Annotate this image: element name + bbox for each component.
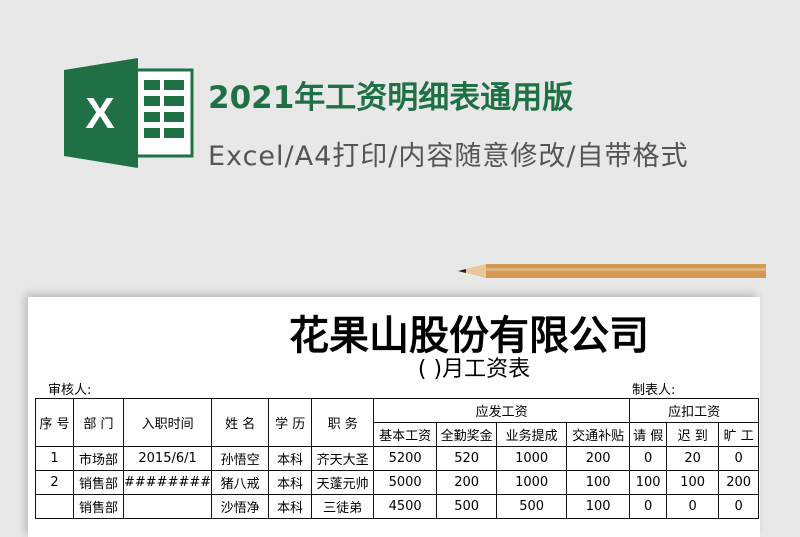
table-cell[interactable]: 5200 — [373, 446, 438, 471]
maker-label: 制表人: — [632, 383, 676, 398]
table-row: 2 销售部 ######## 猪八戒 本科 天蓬元帅 5000 200 1000 100 100 10… — [35, 470, 760, 495]
page-title: 2021年工资明细表通用版 — [208, 80, 574, 116]
header-transport: 交通补贴 — [566, 422, 631, 447]
table-cell[interactable]: 500 — [496, 494, 568, 519]
page-subtitle: Excel/A4打印/内容随意修改/自带格式 — [208, 141, 689, 172]
table-cell[interactable]: 天蓬元帅 — [311, 470, 375, 495]
table-cell[interactable]: 200 — [436, 470, 498, 495]
table-cell[interactable]: 0 — [629, 446, 668, 471]
company-name: 花果山股份有限公司 — [289, 313, 649, 359]
table-cell[interactable]: 520 — [436, 446, 498, 471]
header-education: 学 历 — [268, 398, 313, 447]
table-cell[interactable]: 5000 — [373, 470, 438, 495]
table-cell[interactable]: 20 — [666, 446, 720, 471]
table-cell[interactable]: 100 — [566, 470, 631, 495]
table-row: 销售部 沙悟净 本科 三徒弟 4500 500 500 100 0 0 0 — [35, 494, 760, 519]
pencil-icon — [458, 264, 766, 278]
header-dept: 部 门 — [73, 398, 124, 447]
table-cell[interactable] — [35, 494, 74, 519]
table-cell[interactable]: 200 — [566, 446, 631, 471]
table-cell[interactable]: 500 — [436, 494, 498, 519]
table-row: 1 市场部 2015/6/1 孙悟空 本科 齐天大圣 5200 520 1000 200 0 20 0 — [35, 446, 760, 471]
table-cell[interactable]: 100 — [566, 494, 631, 519]
table-cell[interactable]: 本科 — [268, 494, 313, 519]
table-cell[interactable]: 市场部 — [73, 446, 124, 471]
table-cell[interactable]: 4500 — [373, 494, 438, 519]
table-cell[interactable]: 1000 — [496, 446, 568, 471]
table-cell[interactable]: 1 — [35, 446, 74, 471]
table-cell[interactable]: 齐天大圣 — [311, 446, 375, 471]
header-commission: 业务提成 — [496, 422, 568, 447]
header-base: 基本工资 — [373, 422, 438, 447]
header-index: 序 号 — [35, 398, 74, 447]
table-cell[interactable]: 0 — [718, 446, 760, 471]
table-cell[interactable]: ######## — [122, 470, 213, 495]
table-cell[interactable]: 孙悟空 — [211, 446, 270, 471]
table-cell[interactable]: 2 — [35, 470, 74, 495]
header-name: 姓 名 — [211, 398, 270, 447]
table-cell[interactable]: 销售部 — [73, 494, 124, 519]
reviewer-label: 审核人: — [48, 383, 92, 398]
table-cell[interactable]: 1000 — [496, 470, 568, 495]
table-cell[interactable]: 本科 — [268, 470, 313, 495]
table-cell[interactable]: 200 — [718, 470, 760, 495]
table-cell[interactable]: 销售部 — [73, 470, 124, 495]
header-late: 迟 到 — [666, 422, 720, 447]
header-payable: 应发工资 — [373, 398, 631, 423]
table-cell[interactable]: 本科 — [268, 446, 313, 471]
header-position: 职 务 — [311, 398, 375, 447]
table-cell[interactable] — [122, 494, 213, 519]
salary-table: 序 号 部 门 入职时间 姓 名 学 历 职 务 应发工资 应扣工资 基本工资 … — [35, 398, 760, 519]
sheet-title: ( )月工资表 — [417, 357, 531, 382]
table-cell[interactable]: 0 — [666, 494, 720, 519]
table-cell[interactable]: 沙悟净 — [211, 494, 270, 519]
svg-text:X: X — [85, 89, 114, 138]
table-cell[interactable]: 0 — [629, 494, 668, 519]
header-absent: 旷 工 — [718, 422, 760, 447]
salary-sheet: 花果山股份有限公司 ( )月工资表 审核人: 制表人: 序 号 部 门 入职时间… — [28, 297, 760, 537]
header-attendance: 全勤奖金 — [436, 422, 498, 447]
header-leave: 请 假 — [629, 422, 668, 447]
table-cell[interactable]: 猪八戒 — [211, 470, 270, 495]
excel-logo-icon: X — [64, 58, 194, 168]
header-deductions: 应扣工资 — [629, 398, 760, 423]
table-cell[interactable]: 100 — [666, 470, 720, 495]
table-cell[interactable]: 三徒弟 — [311, 494, 375, 519]
table-cell[interactable]: 0 — [718, 494, 760, 519]
table-cell[interactable]: 2015/6/1 — [122, 446, 213, 471]
header-hire-date: 入职时间 — [122, 398, 213, 447]
table-cell[interactable]: 100 — [629, 470, 668, 495]
